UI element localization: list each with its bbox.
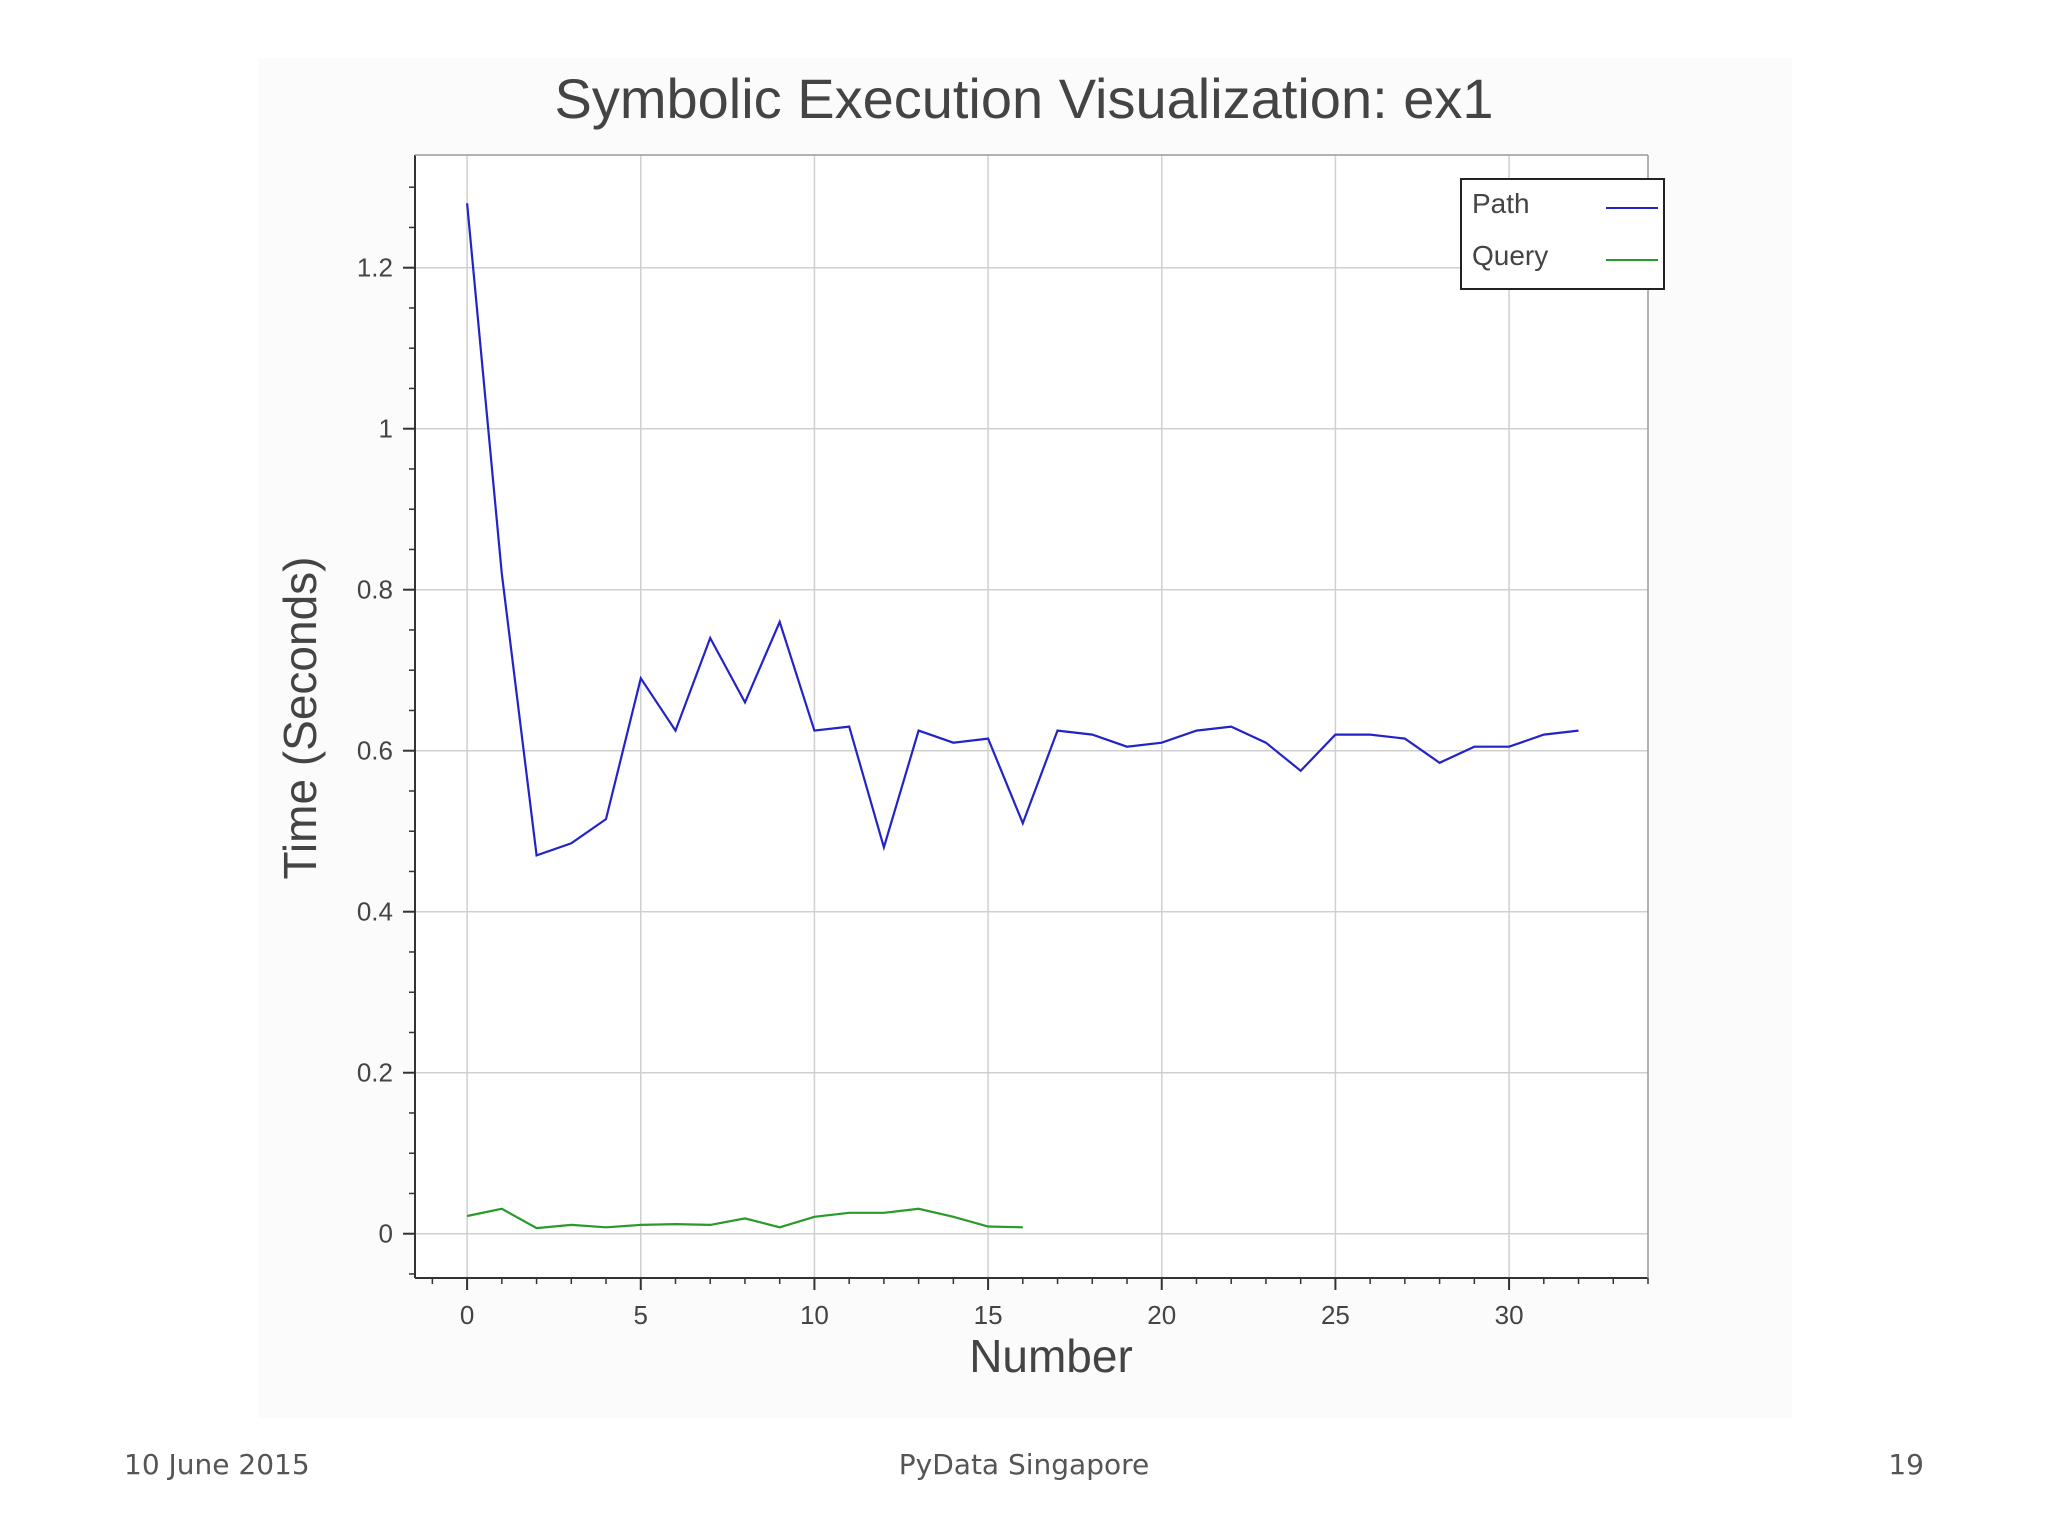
y-tick-label: 0: [379, 1219, 393, 1249]
y-tick-label: 0.2: [357, 1058, 393, 1088]
ticks: 0 5 10 15 20 25 30 0 0.2 0.4 0.6 0.8 1 1.2: [357, 186, 1649, 1330]
x-tick-label: 20: [1147, 1300, 1176, 1330]
x-tick-label: 15: [974, 1300, 1003, 1330]
chart-panel: 0 5 10 15 20 25 30 0 0.2 0.4 0.6 0.8 1 1.2 Symbolic E…: [258, 58, 1792, 1418]
legend: Path Query: [1460, 178, 1665, 290]
y-tick-label: 0.4: [357, 897, 393, 927]
axes: [414, 154, 1649, 1279]
y-axis-label: Time (Seconds): [274, 557, 326, 880]
y-tick-label: 1.2: [357, 253, 393, 283]
x-tick-label: 10: [800, 1300, 829, 1330]
y-tick-label: 0.6: [357, 736, 393, 766]
x-tick-label: 5: [634, 1300, 648, 1330]
y-tick-label: 1: [379, 414, 393, 444]
line-chart: 0 5 10 15 20 25 30 0 0.2 0.4 0.6 0.8 1 1.2 Symbolic E…: [274, 67, 1665, 1382]
x-tick-label: 30: [1495, 1300, 1524, 1330]
chart-title: Symbolic Execution Visualization: ex1: [554, 67, 1493, 130]
legend-label-path: Path: [1472, 188, 1530, 219]
series-line-path: [466, 203, 1579, 857]
series-lines: [466, 203, 1579, 1230]
y-tick-label: 0.8: [357, 575, 393, 605]
footer-page-number: 19: [1888, 1448, 1924, 1481]
footer-event: PyData Singapore: [898, 1448, 1150, 1481]
grid: [415, 155, 1648, 1278]
legend-box: [1460, 178, 1665, 290]
plot-background: [415, 155, 1648, 1278]
series-line-query: [466, 1207, 1023, 1230]
x-tick-label: 25: [1321, 1300, 1350, 1330]
legend-label-query: Query: [1472, 240, 1548, 271]
x-axis-label: Number: [969, 1330, 1133, 1382]
footer-date: 10 June 2015: [124, 1448, 310, 1481]
x-tick-label: 0: [460, 1300, 474, 1330]
